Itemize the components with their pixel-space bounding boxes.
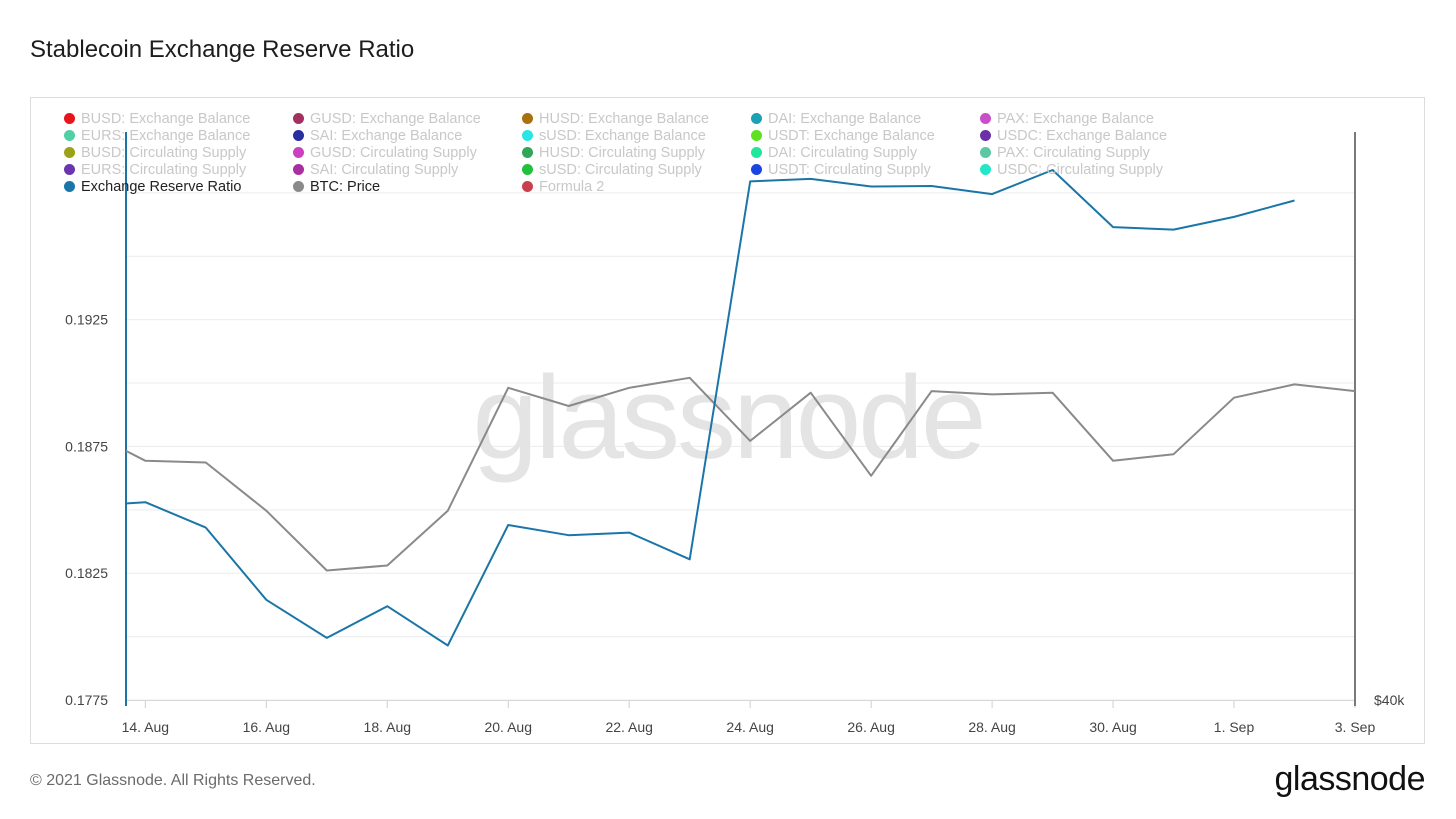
legend-item-usdc-circulating-supply[interactable]: USDC: Circulating Supply [980, 162, 1163, 179]
x-tick-label: 16. Aug [243, 719, 291, 735]
x-tick-label: 30. Aug [1089, 719, 1137, 735]
axes [125, 132, 1356, 708]
legend-color-dot [522, 164, 533, 175]
x-tick-label: 20. Aug [484, 719, 532, 735]
legend-color-dot [522, 113, 533, 124]
legend-color-dot [64, 113, 75, 124]
legend-item-busd-circulating-supply[interactable]: BUSD: Circulating Supply [64, 145, 246, 162]
chart-panel [30, 97, 1425, 744]
legend-color-dot [293, 181, 304, 192]
x-tick-label: 28. Aug [968, 719, 1016, 735]
legend-item-gusd-circulating-supply[interactable]: GUSD: Circulating Supply [293, 145, 477, 162]
legend-label: Formula 2 [539, 179, 605, 195]
legend-item-usdt-exchange-balance[interactable]: USDT: Exchange Balance [751, 128, 935, 145]
glassnode-logo: glassnode [1274, 760, 1425, 798]
legend-item-susd-exchange-balance[interactable]: sUSD: Exchange Balance [522, 128, 706, 145]
legend-label: DAI: Exchange Balance [768, 111, 922, 127]
x-tick-label: 24. Aug [726, 719, 774, 735]
legend-item-dai-exchange-balance[interactable]: DAI: Exchange Balance [751, 111, 921, 128]
legend-item-eurs-circulating-supply[interactable]: EURS: Circulating Supply [64, 162, 246, 179]
legend-color-dot [522, 147, 533, 158]
copyright-text: © 2021 Glassnode. All Rights Reserved. [30, 772, 316, 789]
x-tick-label: 22. Aug [605, 719, 653, 735]
legend-color-dot [751, 147, 762, 158]
legend-item-formula-2[interactable]: Formula 2 [522, 179, 604, 196]
legend-item-husd-exchange-balance[interactable]: HUSD: Exchange Balance [522, 111, 709, 128]
legend-color-dot [293, 164, 304, 175]
legend-item-sai-circulating-supply[interactable]: SAI: Circulating Supply [293, 162, 458, 179]
legend-item-susd-circulating-supply[interactable]: sUSD: Circulating Supply [522, 162, 702, 179]
legend-label: GUSD: Exchange Balance [310, 111, 481, 127]
x-tick-label: 18. Aug [364, 719, 412, 735]
legend-label: PAX: Circulating Supply [997, 145, 1150, 161]
legend-label: Exchange Reserve Ratio [81, 179, 242, 195]
legend-label: USDC: Circulating Supply [997, 162, 1164, 178]
legend-item-sai-exchange-balance[interactable]: SAI: Exchange Balance [293, 128, 462, 145]
legend-label: HUSD: Circulating Supply [539, 145, 706, 161]
legend-color-dot [980, 147, 991, 158]
series-line-btc-price [125, 376, 1356, 572]
legend-item-dai-circulating-supply[interactable]: DAI: Circulating Supply [751, 145, 917, 162]
y-tick-label: 0.1875 [65, 438, 108, 454]
legend-color-dot [751, 113, 762, 124]
legend-label: BTC: Price [310, 179, 381, 195]
legend-color-dot [64, 130, 75, 141]
legend-color-dot [751, 164, 762, 175]
legend-color-dot [751, 130, 762, 141]
series-lines [125, 169, 1356, 647]
legend-label: USDC: Exchange Balance [997, 128, 1168, 144]
legend-label: SAI: Exchange Balance [310, 128, 463, 144]
chart-title: Stablecoin Exchange Reserve Ratio [30, 36, 415, 63]
legend-label: SAI: Circulating Supply [310, 162, 459, 178]
legend-color-dot [293, 113, 304, 124]
y-right-tick-label: $40k [1374, 692, 1405, 708]
legend-item-usdc-exchange-balance[interactable]: USDC: Exchange Balance [980, 128, 1167, 145]
legend-item-eurs-exchange-balance[interactable]: EURS: Exchange Balance [64, 128, 250, 145]
legend-color-dot [64, 164, 75, 175]
legend-color-dot [980, 164, 991, 175]
x-tick-label: 14. Aug [122, 719, 170, 735]
series-line-exchange-reserve-ratio [125, 169, 1295, 647]
y-tick-label: 0.1825 [65, 565, 108, 581]
legend-item-exchange-reserve-ratio[interactable]: Exchange Reserve Ratio [64, 179, 241, 196]
legend-label: HUSD: Exchange Balance [539, 111, 710, 127]
legend-label: GUSD: Circulating Supply [310, 145, 477, 161]
legend-label: EURS: Exchange Balance [81, 128, 251, 144]
x-tick-label: 3. Sep [1335, 719, 1376, 735]
legend-label: BUSD: Exchange Balance [81, 111, 251, 127]
legend-item-pax-circulating-supply[interactable]: PAX: Circulating Supply [980, 145, 1150, 162]
legend-item-pax-exchange-balance[interactable]: PAX: Exchange Balance [980, 111, 1154, 128]
y-tick-label: 0.1775 [65, 692, 108, 708]
x-tick-label: 26. Aug [847, 719, 895, 735]
legend-color-dot [293, 147, 304, 158]
legend-label: BUSD: Circulating Supply [81, 145, 247, 161]
y-tick-label: 0.1925 [65, 312, 108, 328]
legend-color-dot [293, 130, 304, 141]
legend-item-husd-circulating-supply[interactable]: HUSD: Circulating Supply [522, 145, 705, 162]
legend-label: sUSD: Circulating Supply [539, 162, 702, 178]
legend-color-dot [980, 113, 991, 124]
legend-label: EURS: Circulating Supply [81, 162, 247, 178]
legend-color-dot [64, 181, 75, 192]
x-tick-label: 1. Sep [1214, 719, 1255, 735]
legend-label: DAI: Circulating Supply [768, 145, 918, 161]
legend-color-dot [64, 147, 75, 158]
legend-item-gusd-exchange-balance[interactable]: GUSD: Exchange Balance [293, 111, 481, 128]
legend-label: USDT: Circulating Supply [768, 162, 931, 178]
legend-label: PAX: Exchange Balance [997, 111, 1154, 127]
legend-label: USDT: Exchange Balance [768, 128, 935, 144]
legend-item-usdt-circulating-supply[interactable]: USDT: Circulating Supply [751, 162, 931, 179]
legend-item-btc-price[interactable]: BTC: Price [293, 179, 380, 196]
legend-label: sUSD: Exchange Balance [539, 128, 706, 144]
legend-color-dot [980, 130, 991, 141]
tick-labels: 0.1775 0.1825 0.1875 0.1925 $40k 14. Aug 16. A… [65, 312, 1405, 735]
legend-color-dot [522, 181, 533, 192]
legend-item-busd-exchange-balance[interactable]: BUSD: Exchange Balance [64, 111, 250, 128]
legend-color-dot [522, 130, 533, 141]
